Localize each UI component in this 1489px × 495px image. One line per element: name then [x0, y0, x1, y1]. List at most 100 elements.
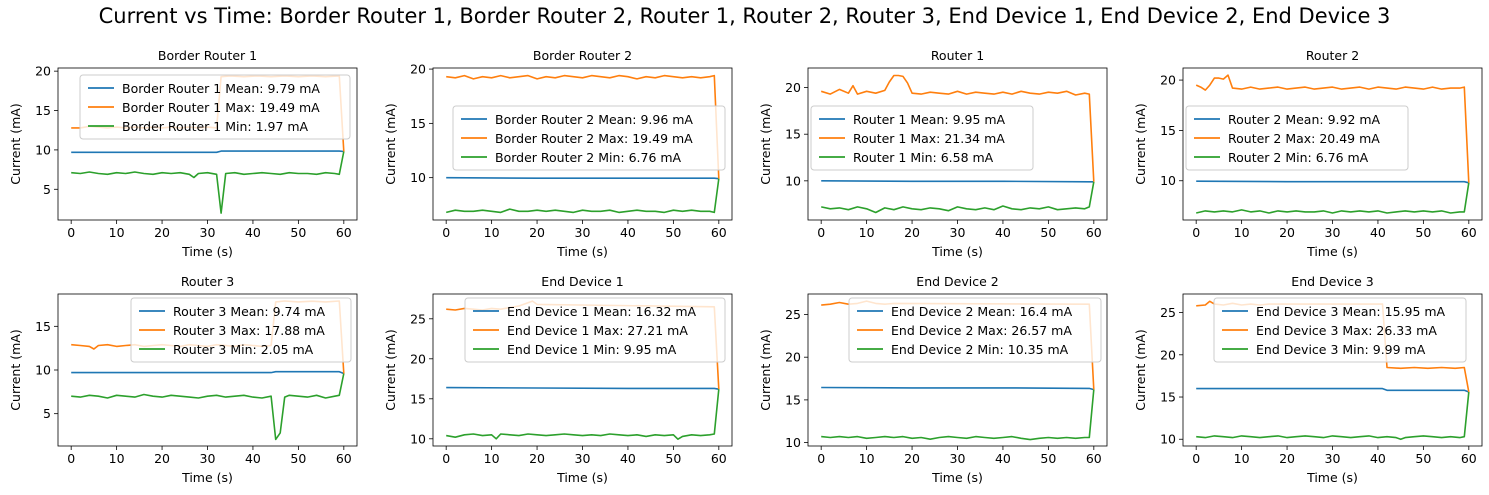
x-axis-label: Time (s): [1306, 470, 1358, 485]
y-tick-label: 15: [1160, 123, 1176, 138]
series-line-min: [821, 181, 1095, 214]
y-tick-label: 5: [43, 406, 51, 421]
y-tick-label: 25: [1160, 305, 1176, 320]
x-tick-label: 50: [1040, 225, 1056, 240]
y-tick-label: 15: [1160, 390, 1176, 405]
x-axis-label: Time (s): [1306, 244, 1358, 259]
subplot-8: 0 10 20 30 40 50 60 10 15 20 25 End Device 3 Time (s…: [1133, 274, 1483, 485]
x-tick-label: 10: [109, 451, 125, 466]
y-tick-label: 10: [785, 435, 801, 450]
subplot-title: End Device 3: [1291, 274, 1373, 289]
figure-title: Current vs Time: Border Router 1, Border…: [98, 4, 1391, 28]
y-axis-label: Current (mA): [8, 103, 23, 184]
legend-label: End Device 1 Max: 27.21 mA: [507, 323, 688, 338]
series-group: [1195, 74, 1470, 214]
x-tick-label: 40: [995, 225, 1011, 240]
subplot-title: End Device 1: [541, 274, 623, 289]
x-tick-label: 0: [1192, 451, 1200, 466]
y-tick-label: 10: [410, 170, 426, 185]
legend-label: End Device 3 Max: 26.33 mA: [1256, 323, 1437, 338]
x-tick-label: 40: [620, 451, 636, 466]
legend-label: End Device 2 Min: 10.35 mA: [891, 342, 1069, 357]
series-line-mean: [821, 386, 1095, 391]
x-axis-label: Time (s): [181, 470, 233, 485]
legend: Router 3 Mean: 9.74 mA Router 3 Max: 17.8…: [130, 297, 352, 363]
x-tick-label: 30: [1325, 225, 1341, 240]
x-tick-label: 50: [1415, 225, 1431, 240]
y-tick-label: 15: [35, 103, 51, 118]
x-tick-label: 50: [290, 225, 306, 240]
x-tick-label: 0: [817, 225, 825, 240]
subplot-title: Router 2: [1306, 48, 1359, 63]
x-tick-label: 40: [245, 225, 261, 240]
x-tick-label: 20: [904, 225, 920, 240]
x-axis-label: Time (s): [931, 470, 983, 485]
legend-label: End Device 1 Mean: 16.32 mA: [507, 304, 697, 319]
y-axis-label: Current (mA): [758, 103, 773, 184]
y-tick-label: 5: [43, 182, 51, 197]
x-tick-label: 30: [575, 451, 591, 466]
subplot-4: 0 10 20 30 40 50 60 10 15 20 Router 2 Time (s) Curre…: [1133, 48, 1483, 259]
series-line-min: [71, 373, 345, 441]
legend: Border Router 1 Mean: 9.79 mA Border Rout…: [79, 74, 351, 140]
legend-box: [130, 297, 352, 363]
x-tick-label: 0: [67, 225, 75, 240]
series-line-min: [1196, 391, 1470, 441]
x-tick-label: 40: [620, 225, 636, 240]
y-axis-label: Current (mA): [1133, 103, 1148, 184]
x-tick-label: 50: [1415, 451, 1431, 466]
legend-label: End Device 3 Mean: 15.95 mA: [1256, 304, 1446, 319]
y-tick-label: 15: [785, 392, 801, 407]
x-tick-label: 50: [665, 225, 681, 240]
series-line-min: [446, 178, 720, 214]
y-tick-label: 10: [35, 142, 51, 157]
x-tick-label: 20: [529, 451, 545, 466]
x-tick-label: 20: [904, 451, 920, 466]
x-tick-label: 20: [154, 451, 170, 466]
subplot-6: 0 10 20 30 40 50 60 10 15 20 25 End Device 1 Time (s…: [383, 274, 733, 485]
series-line-min: [1196, 182, 1470, 214]
x-axis-label: Time (s): [931, 244, 983, 259]
x-tick-label: 0: [67, 451, 75, 466]
x-tick-label: 60: [1461, 451, 1477, 466]
x-tick-label: 10: [859, 225, 875, 240]
series-line-mean: [71, 370, 345, 375]
legend-box: [848, 297, 1102, 363]
x-tick-label: 10: [859, 451, 875, 466]
legend: Router 2 Mean: 9.92 mA Router 2 Max: 20.4…: [1185, 105, 1409, 171]
x-tick-label: 30: [950, 225, 966, 240]
legend-box: [1213, 297, 1467, 363]
x-tick-label: 20: [1279, 225, 1295, 240]
x-tick-label: 40: [995, 451, 1011, 466]
y-tick-label: 15: [785, 127, 801, 142]
y-tick-label: 25: [410, 311, 426, 326]
legend: Border Router 2 Mean: 9.96 mA Border Rout…: [452, 105, 726, 171]
subplot-title: Router 1: [931, 48, 984, 63]
series-line-min: [446, 389, 720, 441]
legend-label: Router 2 Mean: 9.92 mA: [1228, 112, 1381, 127]
y-axis-label: Current (mA): [8, 329, 23, 410]
y-tick-label: 15: [410, 391, 426, 406]
subplot-7: 0 10 20 30 40 50 60 10 15 20 25 End Device 2 Time (s…: [758, 274, 1108, 485]
legend-label: Router 2 Min: 6.76 mA: [1228, 150, 1369, 165]
legend: End Device 1 Mean: 16.32 mA End Device 1 …: [464, 297, 726, 363]
x-tick-label: 30: [200, 225, 216, 240]
x-tick-label: 40: [245, 451, 261, 466]
series-line-mean: [71, 150, 344, 154]
subplot-3: 0 10 20 30 40 50 60 10 15 20 Router 1 Time (s) Curre…: [758, 48, 1108, 259]
x-tick-label: 10: [1234, 225, 1250, 240]
x-tick-label: 60: [336, 451, 352, 466]
y-tick-label: 10: [785, 173, 801, 188]
legend-label: Router 1 Mean: 9.95 mA: [853, 112, 1006, 127]
y-tick-label: 15: [35, 319, 51, 334]
x-tick-label: 0: [442, 225, 450, 240]
legend: End Device 2 Mean: 16.4 mA End Device 2 M…: [848, 297, 1102, 363]
x-tick-label: 20: [1279, 451, 1295, 466]
x-tick-label: 60: [711, 451, 727, 466]
y-tick-label: 15: [410, 116, 426, 131]
y-tick-label: 10: [1160, 432, 1176, 447]
legend-box: [464, 297, 726, 363]
x-tick-label: 60: [1461, 225, 1477, 240]
subplot-title: End Device 2: [916, 274, 998, 289]
subplot-title: Router 3: [181, 274, 234, 289]
